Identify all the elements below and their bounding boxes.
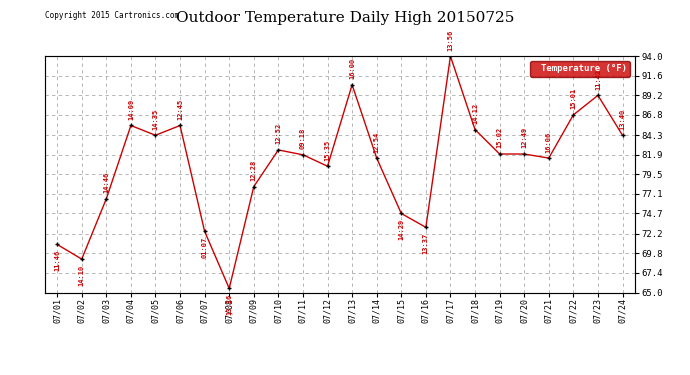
Point xyxy=(593,92,604,98)
Text: 14:29: 14:29 xyxy=(398,219,404,240)
Point xyxy=(322,163,333,169)
Text: Outdoor Temperature Daily High 20150725: Outdoor Temperature Daily High 20150725 xyxy=(176,11,514,25)
Text: 09:18: 09:18 xyxy=(300,128,306,149)
Text: 13:56: 13:56 xyxy=(447,30,453,51)
Point xyxy=(445,53,456,59)
Point xyxy=(224,285,235,291)
Text: 12:49: 12:49 xyxy=(521,127,527,148)
Point xyxy=(420,224,431,230)
Point xyxy=(273,147,284,153)
Point xyxy=(199,228,210,234)
Point xyxy=(126,123,137,129)
Text: 15:01: 15:01 xyxy=(571,88,576,110)
Text: 11:46: 11:46 xyxy=(54,250,60,271)
Point xyxy=(519,151,530,157)
Point xyxy=(494,151,505,157)
Text: 12:45: 12:45 xyxy=(177,99,183,120)
Text: 01:07: 01:07 xyxy=(201,237,208,258)
Point xyxy=(297,152,308,158)
Point xyxy=(543,155,554,161)
Point xyxy=(150,132,161,138)
Point xyxy=(76,256,87,262)
Text: 13:40: 13:40 xyxy=(620,108,626,130)
Point xyxy=(617,132,628,138)
Point xyxy=(371,155,382,161)
Text: 14:46: 14:46 xyxy=(104,172,109,193)
Point xyxy=(52,242,63,248)
Point xyxy=(248,184,259,190)
Text: 12:54: 12:54 xyxy=(374,131,380,153)
Text: 16:06: 16:06 xyxy=(546,131,552,153)
Legend: Temperature (°F): Temperature (°F) xyxy=(530,61,630,77)
Point xyxy=(396,210,407,216)
Text: 13:37: 13:37 xyxy=(423,233,429,254)
Text: 12:52: 12:52 xyxy=(275,123,282,144)
Text: 14:09: 14:09 xyxy=(128,99,134,120)
Text: 13:16: 13:16 xyxy=(226,294,233,315)
Text: 12:28: 12:28 xyxy=(250,160,257,181)
Point xyxy=(469,127,480,133)
Text: 15:02: 15:02 xyxy=(497,127,502,148)
Point xyxy=(101,196,112,202)
Point xyxy=(175,123,186,129)
Text: 14:12: 14:12 xyxy=(472,103,478,124)
Text: 14:35: 14:35 xyxy=(152,108,159,130)
Text: Copyright 2015 Cartronics.com: Copyright 2015 Cartronics.com xyxy=(45,11,179,20)
Text: 16:00: 16:00 xyxy=(349,58,355,79)
Point xyxy=(568,112,579,118)
Text: 14:10: 14:10 xyxy=(79,265,85,286)
Point xyxy=(346,82,357,88)
Text: 11:42: 11:42 xyxy=(595,69,601,90)
Text: 15:35: 15:35 xyxy=(324,140,331,160)
